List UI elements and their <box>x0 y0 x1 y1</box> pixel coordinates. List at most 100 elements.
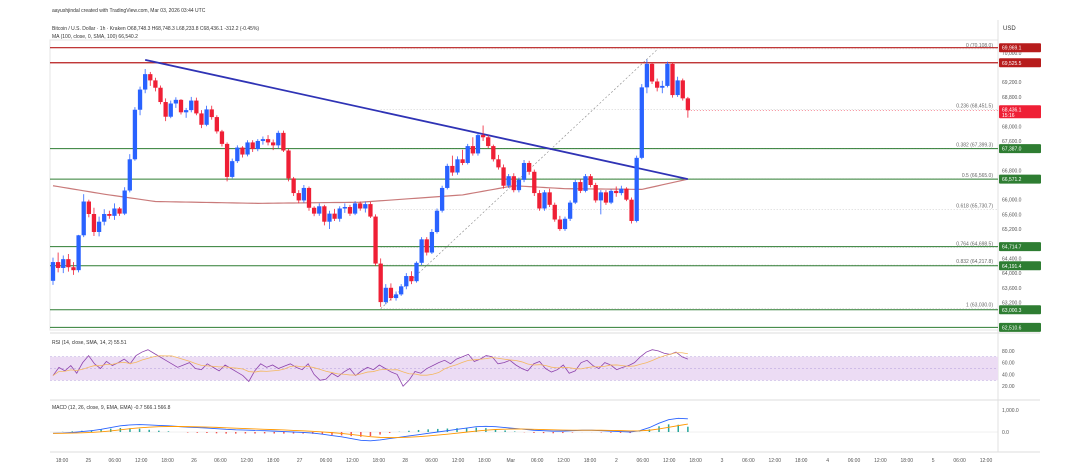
resistance-1-value: 69,969.1 <box>1002 46 1022 52</box>
candle-body <box>122 190 127 214</box>
candle-body <box>675 80 680 96</box>
candle-body <box>578 182 583 191</box>
candle-body <box>347 207 353 214</box>
candle-body <box>434 210 440 232</box>
resistance-2-pill <box>999 58 1041 68</box>
macd-tick-label: 1,000.0 <box>1002 408 1019 414</box>
rsi-tick-label: 20.00 <box>1002 384 1015 390</box>
candle-body <box>470 146 475 154</box>
candle-body <box>680 80 685 99</box>
support-6-pill <box>999 322 1041 332</box>
candle-body <box>532 171 537 194</box>
candle-body <box>306 187 312 208</box>
support-3-value: 64,714.7 <box>1002 245 1022 251</box>
time-tick-label: 18:00 <box>689 458 702 464</box>
candle-body <box>660 85 665 88</box>
price-pane <box>49 39 999 331</box>
candle-body <box>598 192 603 201</box>
rsi-tick-label: 60.00 <box>1002 361 1015 367</box>
candle-body <box>107 214 112 216</box>
candle-body <box>552 204 557 220</box>
candle-body <box>583 176 588 191</box>
candle-body <box>163 102 168 117</box>
candle-body <box>91 214 97 232</box>
time-tick-label: 06:00 <box>531 458 544 464</box>
candle-body <box>475 135 481 154</box>
candle-body <box>342 207 347 209</box>
fib-level-label: 0 (70,108.0) <box>966 43 993 49</box>
time-tick-label: 06:00 <box>109 458 122 464</box>
candle-body <box>501 167 506 186</box>
candle-body <box>214 117 219 132</box>
candle-body <box>547 192 552 205</box>
time-tick-label: 27 <box>297 458 303 464</box>
ma-legend: MA (100, close, 0, SMA, 100) 66,540.2 <box>52 34 138 40</box>
candle-body <box>670 63 675 96</box>
support-2-value: 66,571.2 <box>1002 177 1022 183</box>
candle-body <box>542 192 547 209</box>
candle-body <box>337 208 342 219</box>
macd-line <box>52 417 688 442</box>
candle-body <box>76 235 81 271</box>
candle-body <box>183 110 189 113</box>
currency-label: USD <box>1003 26 1016 32</box>
fib-level-label: 0.236 (68,451.5) <box>956 104 993 110</box>
current-price-value: 68,436.1 <box>1002 107 1022 113</box>
candle-body <box>352 203 358 214</box>
candle-body <box>439 187 445 211</box>
rsi-tick-label: 80.00 <box>1002 349 1015 355</box>
candle-body <box>127 159 132 191</box>
support-6-value: 62,510.6 <box>1002 325 1022 331</box>
time-tick-label: 06:00 <box>742 458 755 464</box>
candle-body <box>573 182 578 203</box>
candle-body <box>50 262 56 281</box>
price-tick-label: 70,000.0 <box>1002 51 1022 57</box>
candle-body <box>271 142 276 146</box>
candle-body <box>557 219 563 230</box>
candle-body <box>199 113 204 125</box>
candle-body <box>81 201 86 236</box>
candle-body <box>153 80 158 88</box>
candle-body <box>644 63 650 88</box>
candle-body <box>665 63 670 86</box>
candle-body <box>588 176 593 185</box>
price-tick-label: 68,000.0 <box>1002 124 1022 130</box>
candle-body <box>276 132 281 146</box>
candle-body <box>363 204 368 209</box>
candle-body <box>593 185 598 201</box>
time-tick-label: 18:00 <box>373 458 386 464</box>
price-tick-label: 67,600.0 <box>1002 139 1022 145</box>
support-4-pill <box>999 261 1041 271</box>
credit-text: aayushjindal created with TradingView.co… <box>52 8 206 14</box>
candle-body <box>368 204 373 217</box>
candle-body <box>209 109 214 118</box>
candle-body <box>311 207 317 214</box>
support-5-value: 63,000.3 <box>1002 308 1022 314</box>
candle-body <box>61 259 66 268</box>
time-tick-label: 12:00 <box>663 458 676 464</box>
candle-body <box>296 193 301 201</box>
candle-body <box>143 74 148 90</box>
candle-body <box>460 159 465 163</box>
price-tick-label: 68,800.0 <box>1002 95 1022 101</box>
candle-body <box>388 287 394 299</box>
support-5-pill <box>999 305 1041 315</box>
rsi-legend: RSI (14, close, SMA, 14, 2) 55.51 <box>52 340 127 346</box>
bearish-trendline <box>144 58 689 181</box>
rsi-ma-line <box>52 352 688 376</box>
candle-body <box>414 262 419 282</box>
candle-body <box>245 142 250 155</box>
candle-body <box>506 176 511 186</box>
candle-body <box>409 276 414 282</box>
candle-body <box>419 239 424 263</box>
fib-level-label: 0.382 (67,399.3) <box>956 142 993 148</box>
time-tick-label: 06:00 <box>637 458 650 464</box>
candle-body <box>240 147 245 155</box>
time-tick-label: 26 <box>191 458 197 464</box>
macd-legend: MACD (12, 26, close, 9, EMA, EMA) -0.7 5… <box>52 405 171 411</box>
candle-body <box>219 131 225 144</box>
candle-body <box>603 192 609 203</box>
candle-body <box>614 190 619 194</box>
